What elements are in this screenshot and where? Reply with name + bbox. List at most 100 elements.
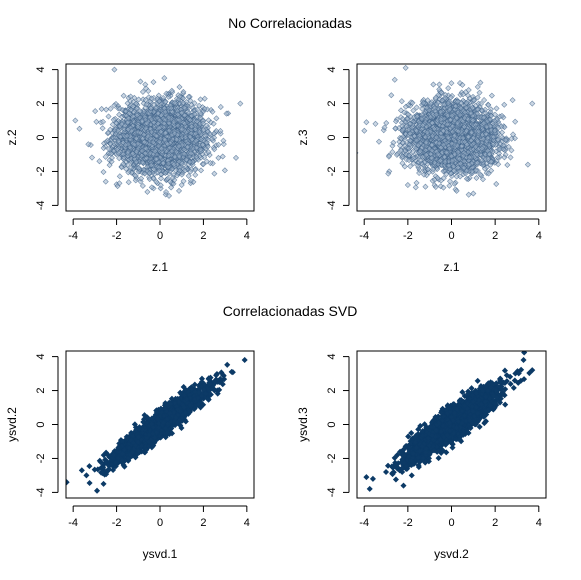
data-point — [115, 137, 122, 144]
data-point — [134, 123, 141, 130]
data-point — [181, 150, 188, 157]
data-point — [165, 114, 172, 121]
data-point — [157, 182, 164, 189]
data-point — [108, 154, 115, 161]
data-point — [135, 96, 142, 103]
data-point — [209, 108, 216, 115]
data-point — [89, 154, 96, 161]
data-point — [196, 129, 203, 136]
data-point — [144, 188, 151, 195]
x-tick-label: 4 — [244, 230, 250, 242]
data-point — [143, 101, 150, 108]
data-point — [137, 78, 144, 85]
data-point — [372, 120, 379, 127]
data-point — [178, 182, 185, 189]
data-point — [127, 106, 135, 113]
data-point — [142, 125, 149, 132]
data-point — [205, 149, 212, 156]
data-point — [375, 138, 383, 145]
y-tick-label: -2 — [35, 167, 47, 177]
data-point — [139, 118, 146, 125]
data-point — [185, 93, 192, 100]
data-point — [215, 154, 222, 161]
data-point — [96, 158, 103, 165]
data-point — [183, 156, 190, 163]
data-point — [124, 119, 131, 126]
data-point — [148, 95, 155, 102]
data-point — [162, 108, 169, 116]
data-point — [105, 145, 113, 153]
data-point — [122, 108, 129, 115]
y-tick-label: 0 — [35, 134, 47, 140]
data-point — [397, 107, 405, 114]
data-point — [237, 100, 244, 107]
y-tick-label: -4 — [35, 201, 47, 211]
data-point — [116, 155, 123, 162]
data-point — [143, 120, 150, 127]
data-point — [385, 153, 392, 160]
data-point — [133, 148, 140, 155]
data-point — [102, 178, 109, 185]
data-point — [200, 127, 207, 134]
data-point — [102, 153, 109, 160]
data-point — [176, 143, 183, 150]
y-axis-title: z.2 — [5, 129, 19, 145]
data-point — [100, 145, 107, 152]
data-point — [187, 97, 194, 104]
data-point — [166, 127, 173, 134]
data-point — [501, 154, 508, 161]
data-point — [200, 161, 207, 168]
data-point — [150, 166, 157, 173]
data-point — [158, 145, 165, 152]
data-point — [165, 93, 172, 100]
data-point — [208, 135, 216, 143]
data-point — [178, 171, 185, 178]
data-point — [211, 146, 218, 153]
data-point — [98, 105, 105, 113]
data-point — [192, 126, 199, 133]
data-point — [127, 93, 134, 100]
data-point — [116, 173, 123, 180]
data-point — [389, 142, 396, 149]
data-point — [187, 150, 194, 157]
data-point — [171, 161, 178, 168]
data-point — [163, 189, 170, 196]
data-point — [188, 112, 195, 119]
data-point — [176, 152, 183, 159]
data-point — [200, 120, 207, 127]
data-point — [432, 183, 439, 191]
data-point — [197, 96, 204, 103]
data-point — [133, 135, 140, 142]
data-point — [392, 118, 400, 125]
data-point — [148, 162, 155, 169]
data-point — [493, 180, 500, 188]
data-point — [186, 159, 193, 166]
data-point — [137, 108, 144, 115]
data-point — [100, 118, 107, 125]
data-point — [184, 144, 191, 151]
data-point — [107, 140, 114, 147]
data-point — [197, 110, 204, 117]
data-point — [114, 146, 121, 153]
data-point — [201, 95, 208, 102]
data-point — [162, 130, 169, 137]
data-point — [107, 150, 115, 157]
data-point — [383, 119, 390, 127]
data-point — [193, 144, 200, 151]
data-point — [172, 167, 179, 174]
data-point — [150, 139, 157, 146]
data-point — [168, 87, 175, 94]
data-point — [160, 160, 167, 167]
data-point — [178, 126, 186, 133]
data-point — [499, 134, 506, 141]
data-point — [168, 105, 175, 112]
data-point — [474, 83, 481, 90]
data-point — [120, 151, 127, 158]
data-point — [175, 116, 182, 123]
data-point — [125, 179, 132, 186]
data-point — [123, 132, 131, 139]
scatter-points — [357, 64, 536, 198]
data-point — [164, 141, 171, 148]
